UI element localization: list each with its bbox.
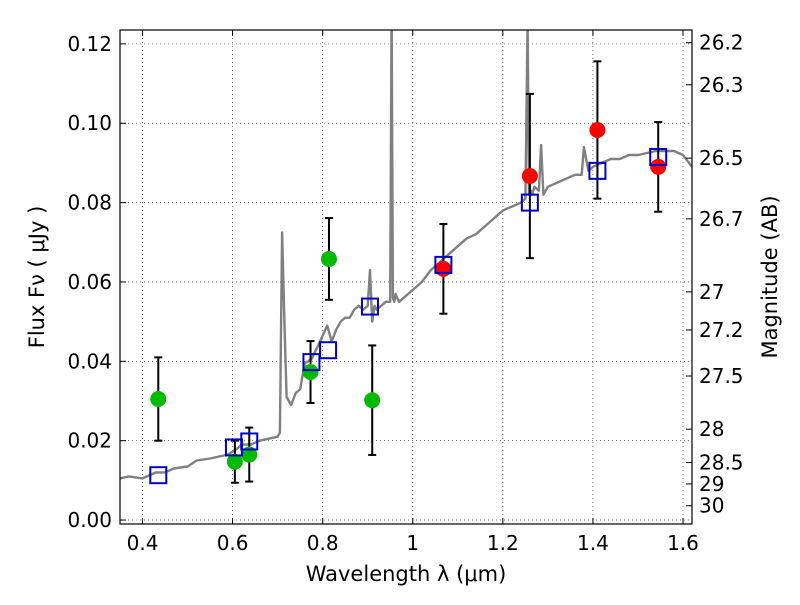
x-axis-label: Wavelength λ (μm) bbox=[306, 562, 507, 586]
y-tick-label: 0.00 bbox=[67, 508, 112, 532]
y2-tick-label: 26.2 bbox=[699, 31, 744, 55]
red-data-point bbox=[589, 121, 606, 138]
model-photometry-square bbox=[302, 353, 321, 372]
y2-tick-label: 30 bbox=[699, 494, 724, 518]
x-tick-label: 1.4 bbox=[577, 531, 609, 555]
y-tick-label: 0.12 bbox=[67, 32, 112, 56]
x-tick-label: 0.6 bbox=[217, 531, 249, 555]
y2-tick-label: 29 bbox=[699, 472, 724, 496]
model-photometry-square bbox=[319, 341, 338, 360]
y-tick-label: 0.02 bbox=[67, 429, 112, 453]
model-photometry-square bbox=[649, 147, 668, 166]
green-data-point bbox=[150, 391, 167, 408]
y-tick-label: 0.04 bbox=[67, 349, 112, 373]
model-photometry-square bbox=[149, 466, 168, 485]
plot-frame bbox=[119, 29, 693, 525]
model-photometry-square bbox=[520, 193, 539, 212]
model-photometry-square bbox=[588, 161, 607, 180]
y-tick-label: 0.06 bbox=[67, 270, 112, 294]
series-points bbox=[149, 60, 668, 485]
y-tick-label: 0.10 bbox=[67, 111, 112, 135]
red-data-point bbox=[435, 260, 452, 277]
x-tick-label: 1 bbox=[406, 531, 419, 555]
green-data-point bbox=[302, 364, 319, 381]
series-lines bbox=[120, 30, 692, 480]
y-axis-label: Flux Fν ( μJy ) bbox=[25, 206, 49, 349]
y-tick-label: 0.08 bbox=[67, 191, 112, 215]
y2-tick-label: 28.5 bbox=[699, 450, 744, 474]
model-photometry-square bbox=[240, 432, 259, 451]
x-tick-label: 0.4 bbox=[127, 531, 159, 555]
y2-tick-label: 28 bbox=[699, 417, 724, 441]
y2-tick-label: 26.7 bbox=[699, 207, 744, 231]
y2-axis-label: Magnitude (AB) bbox=[758, 195, 782, 358]
y2-tick-label: 26.3 bbox=[699, 73, 744, 97]
model-photometry-square bbox=[434, 255, 453, 274]
red-data-point bbox=[650, 158, 667, 175]
spectrum-line bbox=[120, 30, 692, 480]
x-tick-label: 1.2 bbox=[487, 531, 519, 555]
green-data-point bbox=[226, 453, 243, 470]
y2-tick-label: 27.5 bbox=[699, 364, 744, 388]
green-data-point bbox=[320, 250, 337, 267]
y2-tick-label: 27.2 bbox=[699, 318, 744, 342]
axis-ticks: 0.4 0.6 0.8 1 1.2 1.4 1.6 0.00 0.02 0.04 0.06 0.08 0… bbox=[67, 30, 744, 555]
y2-tick-label: 27 bbox=[699, 280, 724, 304]
red-data-point bbox=[521, 168, 538, 185]
y2-tick-label: 26.5 bbox=[699, 146, 744, 170]
green-data-point bbox=[241, 446, 258, 463]
model-photometry-square bbox=[360, 297, 379, 316]
x-tick-label: 0.8 bbox=[307, 531, 339, 555]
x-tick-label: 1.6 bbox=[667, 531, 699, 555]
green-data-point bbox=[364, 392, 381, 409]
